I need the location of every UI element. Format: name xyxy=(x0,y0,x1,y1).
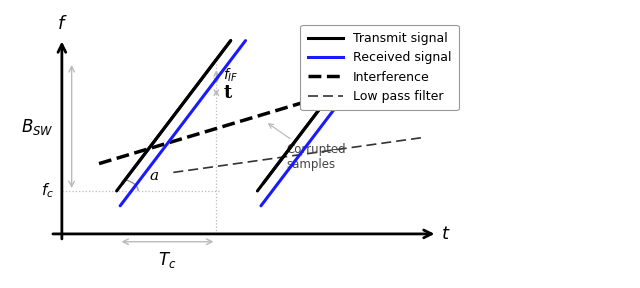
Text: a: a xyxy=(150,169,159,183)
Text: $T_c$: $T_c$ xyxy=(158,249,177,270)
Text: Corrupted
samples: Corrupted samples xyxy=(269,124,346,171)
Text: $B_{SW}$: $B_{SW}$ xyxy=(21,117,54,137)
Legend: Transmit signal, Received signal, Interference, Low pass filter: Transmit signal, Received signal, Interf… xyxy=(300,25,459,110)
Text: t: t xyxy=(223,84,232,102)
Text: $f_c$: $f_c$ xyxy=(41,182,54,200)
Text: $f$: $f$ xyxy=(56,15,67,33)
Text: $t$: $t$ xyxy=(441,225,451,243)
Text: $f_{IF}$: $f_{IF}$ xyxy=(223,66,239,84)
